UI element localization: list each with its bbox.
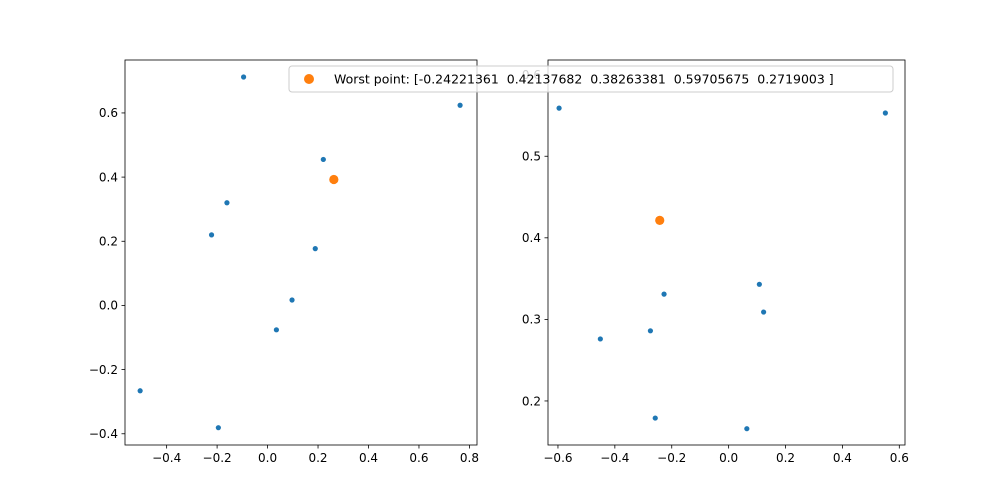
data-point bbox=[215, 425, 221, 431]
data-point bbox=[761, 309, 767, 315]
data-point bbox=[224, 200, 230, 206]
x-tick-label: 0.4 bbox=[359, 451, 378, 465]
y-tick-label: 0.3 bbox=[522, 313, 541, 327]
data-point bbox=[882, 110, 888, 116]
data-point bbox=[597, 336, 603, 342]
x-tick-label: 0.0 bbox=[258, 451, 277, 465]
y-tick-label: −0.4 bbox=[89, 427, 118, 441]
x-tick-label: −0.4 bbox=[600, 451, 629, 465]
x-tick-label: 0.2 bbox=[776, 451, 795, 465]
x-tick-label: −0.6 bbox=[543, 451, 572, 465]
y-tick-label: 0.6 bbox=[99, 106, 118, 120]
data-point bbox=[320, 156, 326, 163]
legend-label: Worst point: [-0.24221361 0.42137682 0.3… bbox=[334, 72, 834, 87]
data-point bbox=[457, 102, 463, 108]
data-point bbox=[240, 74, 247, 80]
data-point bbox=[661, 291, 667, 297]
data-point bbox=[652, 415, 658, 421]
data-point bbox=[137, 388, 143, 394]
y-tick-label: 0.2 bbox=[99, 235, 118, 249]
subplot-2: −0.6−0.4−0.20.00.20.40.60.20.30.40.50.6 bbox=[522, 59, 909, 465]
x-tick-label: 0.6 bbox=[890, 451, 909, 465]
data-point bbox=[208, 232, 215, 238]
data-point bbox=[312, 246, 318, 252]
data-point bbox=[744, 426, 750, 432]
worst-point bbox=[329, 174, 339, 185]
y-tick-label: 0.5 bbox=[522, 150, 541, 164]
x-tick-label: 0.2 bbox=[308, 451, 327, 465]
y-tick-label: 0.2 bbox=[522, 394, 541, 408]
data-point bbox=[273, 327, 279, 333]
data-point bbox=[289, 297, 295, 303]
plots: −0.4 −0.2 0.0 0.2 0.4 0.6 0.8 −0.4 −0.2 0.0 0.2 0.4… bbox=[89, 59, 909, 465]
x-tick-label: 0.4 bbox=[833, 451, 852, 465]
legend: Worst point: [-0.24221361 0.42137682 0.3… bbox=[288, 65, 894, 93]
axes-frame bbox=[547, 59, 906, 446]
legend-marker bbox=[304, 74, 314, 84]
axes-frame bbox=[124, 59, 478, 446]
y-tick-label: 0.0 bbox=[99, 299, 118, 313]
x-tick-label: 0.6 bbox=[409, 451, 428, 465]
x-tick-label: −0.2 bbox=[203, 451, 232, 465]
worst-point bbox=[655, 215, 665, 225]
data-point bbox=[556, 105, 562, 111]
data-point bbox=[647, 328, 654, 334]
x-tick-label: −0.4 bbox=[152, 451, 181, 465]
data-point bbox=[756, 281, 762, 287]
x-tick-label: 0.8 bbox=[460, 451, 479, 465]
x-tick-label: −0.2 bbox=[657, 451, 686, 465]
y-tick-label: 0.4 bbox=[522, 231, 541, 245]
legend-frame bbox=[288, 65, 894, 93]
subplot-1: −0.4 −0.2 0.0 0.2 0.4 0.6 0.8 −0.4 −0.2 0.0 0.2 0.4… bbox=[89, 59, 479, 465]
y-tick-label: −0.2 bbox=[89, 363, 118, 377]
x-tick-label: 0.0 bbox=[719, 451, 738, 465]
y-tick-label: 0.4 bbox=[99, 170, 118, 184]
